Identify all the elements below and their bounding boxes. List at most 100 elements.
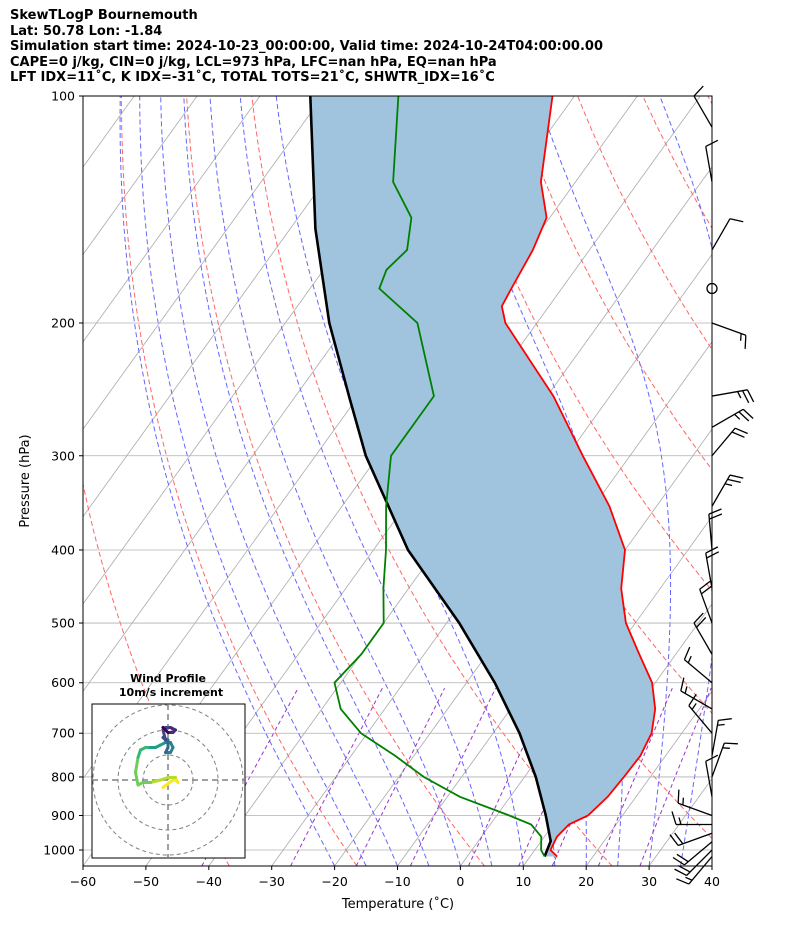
barb-flag [705,139,719,148]
barb-flag [669,834,679,846]
y-tick-label: 300 [51,448,75,463]
y-tick-label: 800 [51,769,75,784]
barb-half-flag [717,723,725,726]
moist-adiabat [183,96,430,866]
wind-barb [705,546,720,589]
isotherm-line [83,96,387,518]
x-tick-label: −20 [321,874,347,889]
barb-flag [718,718,732,722]
sounding-profiles [309,96,657,858]
x-axis-label: Temperature (˚C) [341,896,454,912]
barb-staff [688,705,713,734]
x-tick-label: 40 [704,874,720,889]
wind-barbs [669,85,755,885]
y-tick-label: 1000 [43,843,75,858]
dry-adiabat [707,96,712,105]
barb-half-flag [691,703,697,710]
barb-half-flag [722,747,730,749]
dry-adiabat [83,481,230,866]
isotherm-line [83,96,324,430]
barb-staff [705,146,713,183]
barb-flag [680,677,685,692]
barb-flag [674,868,687,877]
barb-flag [741,390,750,404]
wind-barb [672,841,713,866]
mixing-ratio-line [290,687,383,866]
barb-staff [684,841,713,866]
wind-barb [711,322,747,349]
cin-fill-area [310,96,656,857]
barb-staff [711,389,748,397]
hodograph-title: Wind Profile [130,672,206,685]
hodograph-subtitle: 10m/s increment [119,686,223,699]
wind-barb [706,282,718,295]
barb-flag [727,478,741,484]
barb-flag [738,411,750,422]
barb-half-flag [734,413,741,420]
y-tick-label: 200 [51,315,75,330]
y-tick-label: 700 [51,726,75,741]
wind-barb [693,612,713,655]
barb-flag [705,754,719,762]
barb-flag [731,431,745,438]
barb-staff [699,588,713,624]
isotherm-line [83,96,198,256]
hodograph-segment [161,726,167,732]
wind-barb [711,742,738,778]
moist-adiabat [711,863,712,866]
barb-flag [734,427,748,435]
wind-barb [711,408,754,428]
dry-adiabat [120,96,358,866]
barb-staff [684,659,713,684]
barb-flag [729,474,744,479]
time-line: Simulation start time: 2024-10-23_00:00:… [10,39,603,54]
moist-adiabat [139,96,367,866]
x-tick-label: 0 [456,874,464,889]
barb-half-flag [687,655,692,664]
hodograph-segment [149,778,162,784]
dry-adiabat [511,96,712,471]
x-tick-label: 20 [578,874,594,889]
isotherm-line [711,865,712,866]
isotherm-line [397,428,712,866]
barb-flag [699,580,711,590]
dry-adiabat [773,96,794,866]
barb-half-flag [685,876,693,881]
chart-header: SkewTLogP Bournemouth Lat: 50.78 Lon: -1… [10,8,603,86]
hodograph-body [92,704,245,858]
barb-flag [696,616,707,628]
barb-half-flag [682,797,685,805]
x-tick-label: −30 [259,874,285,889]
barb-staff [688,856,713,885]
isotherm-line [0,96,71,866]
barb-staff [693,95,713,128]
wind-barb [708,508,723,551]
wind-barb [711,474,744,507]
isotherm-line [0,96,8,866]
isotherm-line [334,341,712,866]
barb-half-flag [724,483,733,487]
cape-line: CAPE=0 j/kg, CIN=0 j/kg, LCL=973 hPa, LF… [10,54,497,70]
isotherm-line [775,96,794,866]
wind-barb [705,754,719,797]
location-line: Lat: 50.78 Lon: -1.84 [10,23,163,39]
barb-flag [693,85,704,97]
barb-staff [677,802,713,817]
dry-adiabat [446,96,712,592]
y-axis-label: Pressure (hPa) [18,434,33,527]
barb-flag [672,856,685,866]
wind-barb [669,832,713,847]
calm-circle [706,282,718,295]
barb-flag [676,878,690,885]
y-tick-label: 400 [51,542,75,557]
barb-staff [705,552,713,589]
chart-title: SkewTLogP Bournemouth [10,8,198,23]
barb-staff [711,218,731,251]
barb-flag [729,218,744,223]
wind-barb [711,389,755,404]
barb-flag [677,789,680,804]
isotherm-line [83,96,261,343]
barb-flag [724,742,738,745]
